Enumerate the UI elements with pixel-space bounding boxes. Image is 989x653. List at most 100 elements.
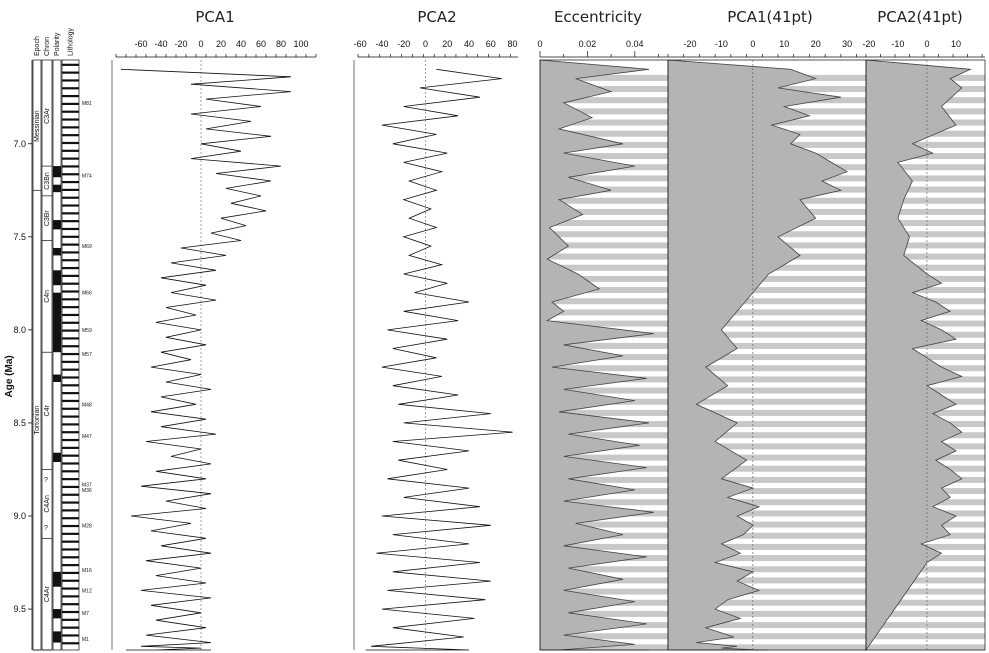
background-band (866, 186, 985, 193)
lithology-band (62, 102, 79, 106)
lithology-band (62, 212, 79, 215)
x-tick-label: 0.02 (579, 39, 597, 49)
lithology-band (62, 540, 79, 543)
background-band (866, 264, 985, 271)
normal-polarity-interval (53, 166, 61, 178)
background-band (540, 119, 668, 126)
chron-uncertainty-mark: ? (44, 477, 48, 484)
x-tick-label: 10 (779, 39, 789, 49)
lithology-band (62, 220, 79, 223)
chron-label: C3Bn (44, 172, 51, 190)
lithology-band (62, 501, 79, 504)
chron-label: C3Br (44, 210, 51, 227)
x-tick-label: 80 (276, 39, 286, 49)
x-tick-label: 60 (256, 39, 266, 49)
cycle-marker-label: M7 (82, 611, 89, 617)
background-band (668, 566, 866, 573)
background-band (866, 208, 985, 215)
background-band (540, 275, 668, 282)
panel-4: PCA1(41pt) -20 -10 0 10 20 30 (667, 8, 867, 651)
background-band (668, 543, 866, 550)
panel-frame (865, 59, 986, 651)
lithology-band (62, 493, 79, 496)
background-band (668, 443, 866, 450)
background-band (668, 432, 866, 439)
background-band (540, 521, 668, 528)
normal-polarity-interval (53, 220, 61, 230)
cycle-marker-label: M1 (82, 637, 89, 643)
background-band (540, 298, 668, 305)
cycle-marker-label: M57 (82, 352, 92, 358)
background-band (668, 510, 866, 517)
lithology-band (62, 243, 79, 246)
background-band (866, 644, 985, 651)
background-band (540, 499, 668, 506)
lithology-band (62, 321, 79, 324)
lithology-band (62, 470, 79, 473)
normal-polarity-interval (53, 571, 61, 587)
background-band (866, 197, 985, 204)
background-band (668, 331, 866, 338)
lithology-band (62, 165, 79, 168)
cycle-marker-label: M16 (82, 568, 92, 574)
background-band (540, 197, 668, 204)
x-tick-label: -20 (174, 39, 187, 49)
background-band (540, 454, 668, 461)
series-area (667, 59, 849, 651)
background-band (866, 253, 985, 260)
lithology-band (62, 564, 79, 567)
lithology-band (62, 423, 79, 426)
lithology-band (62, 610, 79, 614)
strat-column-frame (32, 59, 42, 651)
background-band (866, 622, 985, 629)
background-band (540, 633, 668, 640)
x-tick-label: 40 (464, 39, 474, 49)
chron-uncertainty-mark: ? (44, 525, 48, 532)
background-band (668, 633, 866, 640)
x-tick-label: -20 (683, 39, 696, 49)
normal-polarity-interval (53, 270, 61, 286)
lithology-band (62, 360, 79, 363)
panel-5: PCA2(41pt) -20 -10 0 10 (862, 8, 986, 652)
background-band (540, 342, 668, 349)
background-band (668, 376, 866, 383)
background-band (668, 454, 866, 461)
lithology-band (62, 352, 79, 356)
background-band (540, 130, 668, 137)
lithology-band (62, 196, 79, 199)
lithology-band (62, 188, 79, 191)
lithology-band (62, 407, 79, 410)
lithology-band (62, 157, 79, 160)
lithology-band (62, 94, 79, 98)
lithology-band (62, 79, 79, 82)
epoch-label: Messinian (34, 110, 41, 142)
lithology-band (62, 204, 79, 207)
lithology-band (62, 438, 79, 442)
background-band (668, 644, 866, 651)
lithology-band (62, 329, 79, 332)
background-band (540, 309, 668, 316)
background-band (540, 153, 668, 160)
strat-column-frame (41, 59, 53, 651)
background-band (668, 521, 866, 528)
age-axis: 7.0 7.5 8.0 8.5 9.0 9.5 Age (Ma) (4, 60, 33, 650)
stratigraphy-column: Epoch Chron Polarity Lithology Messinian Tort… (32, 27, 92, 651)
lithology-band (62, 454, 79, 457)
background-band (540, 231, 668, 238)
background-band (540, 365, 668, 372)
panel-1: PCA1 -60 -40 -20 0 20 40 60 80 100 (111, 8, 317, 651)
background-band (540, 566, 668, 573)
x-tick-label: -20 (862, 39, 875, 49)
normal-polarity-interval (53, 247, 61, 256)
x-tick-label: 10 (951, 39, 961, 49)
normal-polarity-interval (53, 609, 61, 619)
background-band (866, 153, 985, 160)
cycle-marker-label: M28 (82, 523, 92, 529)
background-band (668, 599, 866, 606)
lithology-band (62, 63, 79, 66)
lithology-band (62, 392, 79, 395)
cycle-marker-label: M81 (82, 101, 92, 107)
background-band (866, 588, 985, 595)
background-band (668, 465, 866, 472)
background-band (540, 320, 668, 327)
